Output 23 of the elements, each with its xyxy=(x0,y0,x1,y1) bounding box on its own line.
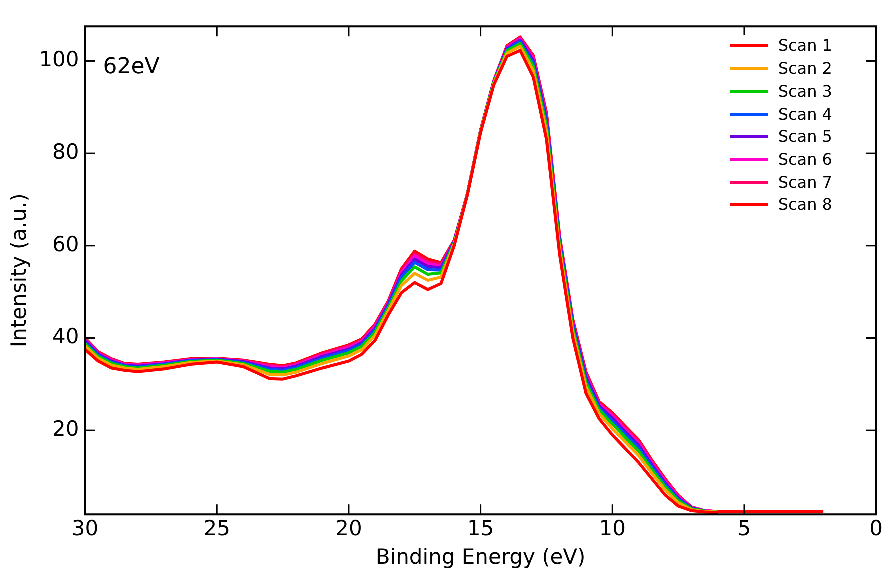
legend-label: Scan 7 xyxy=(778,172,832,192)
legend-label: Scan 6 xyxy=(778,150,832,169)
annotation: 62eV xyxy=(103,54,160,80)
x-tick-label: 25 xyxy=(204,516,230,541)
x-tick-label: 5 xyxy=(738,516,752,541)
x-tick-label: 0 xyxy=(870,516,884,541)
x-tick-label: 15 xyxy=(467,516,494,541)
legend-label: Scan 4 xyxy=(778,104,832,124)
y-tick-label: 60 xyxy=(52,232,80,256)
y-tick-label: 20 xyxy=(52,417,80,442)
x-axis-title: Binding Energy (eV) xyxy=(376,544,586,569)
x-tick-label: 30 xyxy=(72,516,99,541)
y-tick-label: 100 xyxy=(39,48,80,72)
y-tick-label: 40 xyxy=(52,324,80,349)
y-tick-label: 80 xyxy=(52,140,80,164)
legend-label: Scan 5 xyxy=(778,127,832,146)
legend-label: Scan 8 xyxy=(778,195,832,214)
x-tick-label: 10 xyxy=(599,516,626,541)
y-axis-title: Intensity (a.u.) xyxy=(7,194,32,348)
legend-label: Scan 3 xyxy=(778,82,832,101)
legend-label: Scan 1 xyxy=(778,36,832,56)
legend-label: Scan 2 xyxy=(778,59,832,78)
x-tick-label: 20 xyxy=(336,516,362,541)
